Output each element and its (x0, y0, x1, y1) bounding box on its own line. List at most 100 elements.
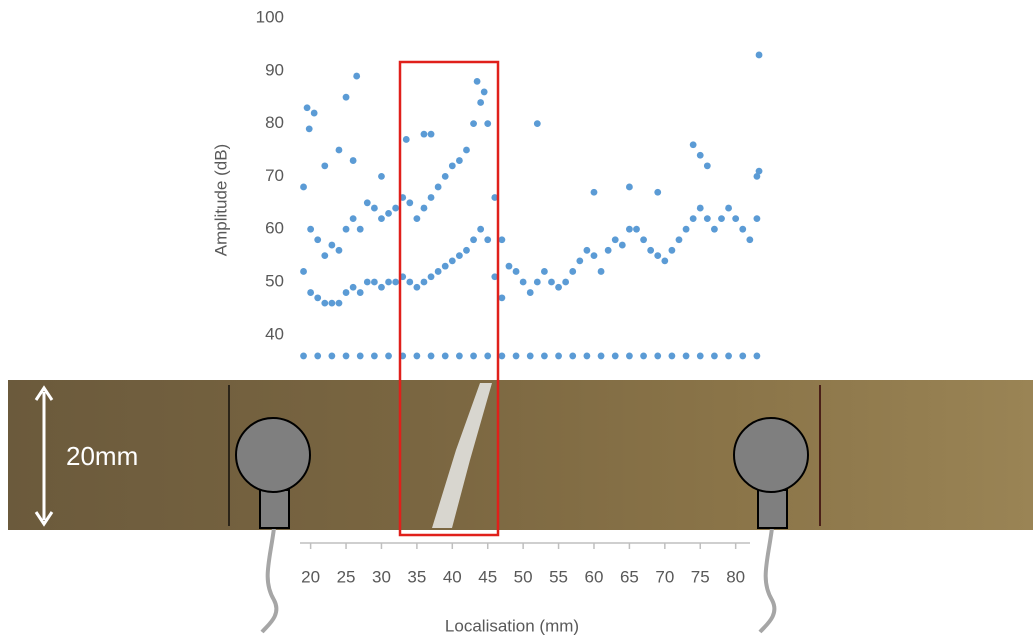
point (626, 183, 633, 191)
point (753, 215, 761, 223)
point (484, 236, 492, 244)
point (455, 352, 463, 360)
point (484, 352, 492, 360)
point (590, 252, 598, 259)
point (427, 352, 435, 360)
x-tick-label: 60 (585, 567, 604, 586)
point (583, 352, 591, 360)
point (342, 352, 350, 360)
point (540, 268, 548, 275)
point (682, 352, 690, 360)
point (307, 225, 315, 233)
point (696, 151, 704, 159)
x-tick-label: 45 (478, 567, 497, 586)
point (611, 236, 619, 244)
point (477, 225, 485, 233)
point (604, 246, 612, 254)
point (455, 157, 463, 164)
point (305, 125, 313, 133)
point (448, 162, 456, 170)
x-tick-label: 50 (514, 567, 533, 586)
point (753, 173, 761, 180)
point (413, 352, 421, 360)
point (307, 289, 315, 296)
point (647, 246, 655, 254)
arrow-heads (34, 385, 54, 527)
point (321, 299, 329, 307)
point (427, 273, 435, 281)
point (310, 109, 318, 117)
point (378, 215, 385, 223)
point (711, 352, 718, 360)
point (562, 278, 570, 286)
point (498, 352, 506, 360)
point (385, 278, 392, 286)
sensor (235, 417, 311, 634)
point (491, 194, 499, 201)
point (654, 252, 662, 259)
x-tick-label: 25 (337, 567, 356, 586)
point (533, 278, 541, 286)
point (626, 225, 633, 233)
point (300, 183, 307, 191)
point (626, 352, 633, 360)
point (314, 294, 322, 302)
point (370, 278, 378, 286)
point (618, 241, 626, 249)
point (746, 236, 754, 244)
point (353, 72, 361, 80)
point (753, 352, 761, 360)
point (300, 352, 307, 360)
point (569, 352, 577, 360)
point (569, 268, 577, 275)
sensor (733, 417, 809, 634)
point (661, 257, 669, 265)
point (491, 273, 499, 281)
point (356, 289, 364, 296)
point (321, 252, 329, 259)
point (378, 283, 385, 291)
point (540, 352, 548, 360)
point (555, 352, 562, 360)
point (392, 278, 400, 286)
crack (432, 383, 492, 528)
point (583, 246, 591, 254)
point (335, 299, 343, 307)
point (732, 215, 740, 223)
point (321, 162, 329, 170)
point (463, 146, 470, 154)
point (441, 262, 449, 270)
point (526, 289, 534, 296)
point (597, 268, 605, 275)
point (363, 278, 371, 286)
point (725, 204, 732, 212)
point (590, 188, 598, 196)
highlight-box (398, 60, 500, 537)
x-tick-label: 65 (620, 567, 639, 586)
y-tick-label: 80 (265, 113, 284, 132)
point (654, 352, 662, 360)
point (597, 352, 605, 360)
point (448, 257, 456, 265)
point (349, 215, 357, 223)
point (328, 241, 336, 249)
point (328, 299, 336, 307)
point (328, 352, 336, 360)
point (633, 225, 640, 233)
point (526, 352, 534, 360)
x-tick-label: 80 (726, 567, 745, 586)
specimen-photo: 20mm (8, 380, 1033, 634)
point (303, 104, 311, 112)
point (611, 352, 619, 360)
point (477, 99, 485, 106)
point (533, 120, 541, 127)
point (703, 215, 711, 223)
point (420, 130, 428, 138)
point (314, 352, 322, 360)
point (480, 88, 488, 96)
point (548, 278, 555, 286)
point (689, 215, 697, 223)
point (349, 283, 357, 291)
point (427, 194, 435, 201)
